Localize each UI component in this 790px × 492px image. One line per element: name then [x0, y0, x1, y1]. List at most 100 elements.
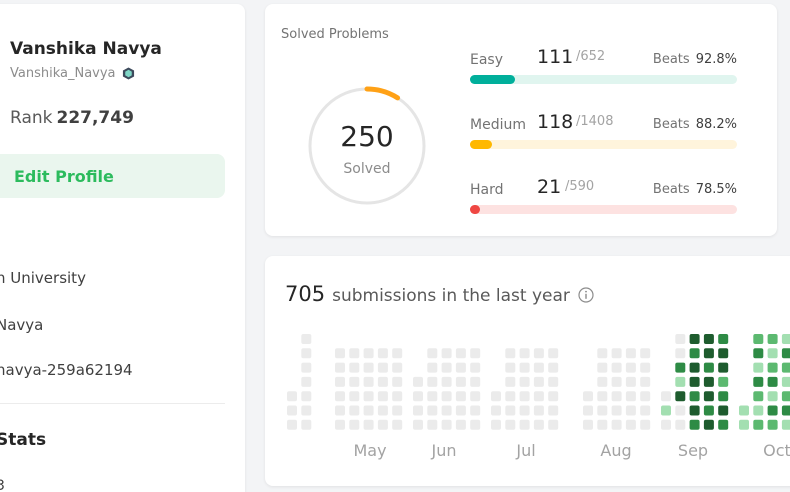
info-linkedin[interactable]: navya-259a62194 — [0, 361, 133, 379]
heatmap-cell[interactable] — [377, 376, 388, 387]
heatmap-cell[interactable] — [675, 405, 686, 416]
heatmap-cell[interactable] — [703, 348, 714, 359]
heatmap-cell[interactable] — [441, 348, 452, 359]
heatmap-cell[interactable] — [287, 391, 297, 402]
heatmap-cell[interactable] — [611, 348, 622, 359]
heatmap-cell[interactable] — [335, 391, 345, 402]
heatmap-cell[interactable] — [703, 419, 714, 430]
heatmap-cell[interactable] — [625, 376, 636, 387]
heatmap-cell[interactable] — [505, 376, 516, 387]
heatmap-cell[interactable] — [767, 362, 778, 373]
heatmap-cell[interactable] — [781, 405, 790, 416]
heatmap-cell[interactable] — [718, 334, 729, 344]
heatmap-cell[interactable] — [661, 419, 671, 430]
heatmap-cell[interactable] — [583, 419, 593, 430]
heatmap-cell[interactable] — [689, 419, 700, 430]
heatmap-cell[interactable] — [640, 348, 651, 359]
heatmap-cell[interactable] — [519, 419, 530, 430]
heatmap-cell[interactable] — [640, 405, 651, 416]
heatmap-cell[interactable] — [455, 376, 466, 387]
heatmap-cell[interactable] — [718, 405, 729, 416]
heatmap-cell[interactable] — [441, 391, 452, 402]
heatmap-cell[interactable] — [335, 376, 345, 387]
heatmap-cell[interactable] — [548, 405, 559, 416]
heatmap-cell[interactable] — [533, 376, 544, 387]
heatmap-cell[interactable] — [301, 391, 312, 402]
heatmap-cell[interactable] — [689, 348, 700, 359]
edit-profile-button[interactable]: Edit Profile — [0, 154, 225, 198]
heatmap-cell[interactable] — [583, 405, 593, 416]
heatmap-cell[interactable] — [625, 362, 636, 373]
heatmap-cell[interactable] — [753, 391, 764, 402]
heatmap-cell[interactable] — [377, 391, 388, 402]
heatmap-cell[interactable] — [470, 362, 481, 373]
heatmap-cell[interactable] — [427, 376, 438, 387]
heatmap-cell[interactable] — [753, 334, 764, 344]
heatmap-cell[interactable] — [335, 348, 345, 359]
heatmap-cell[interactable] — [413, 405, 423, 416]
heatmap-cell[interactable] — [301, 405, 312, 416]
heatmap-cell[interactable] — [392, 405, 403, 416]
heatmap-cell[interactable] — [505, 405, 516, 416]
heatmap-cell[interactable] — [301, 376, 312, 387]
heatmap-cell[interactable] — [739, 419, 749, 430]
heatmap-cell[interactable] — [470, 376, 481, 387]
heatmap-cell[interactable] — [441, 405, 452, 416]
info-icon[interactable] — [578, 287, 594, 303]
heatmap-cell[interactable] — [689, 376, 700, 387]
heatmap-cell[interactable] — [377, 405, 388, 416]
heatmap-cell[interactable] — [625, 419, 636, 430]
heatmap-cell[interactable] — [718, 376, 729, 387]
heatmap-cell[interactable] — [335, 362, 345, 373]
heatmap-cell[interactable] — [625, 405, 636, 416]
heatmap-cell[interactable] — [441, 419, 452, 430]
heatmap-cell[interactable] — [349, 348, 360, 359]
heatmap-cell[interactable] — [533, 419, 544, 430]
heatmap-cell[interactable] — [548, 391, 559, 402]
heatmap-cell[interactable] — [363, 376, 374, 387]
heatmap-cell[interactable] — [689, 334, 700, 344]
heatmap-cell[interactable] — [753, 362, 764, 373]
heatmap-cell[interactable] — [640, 391, 651, 402]
heatmap-cell[interactable] — [675, 391, 686, 402]
heatmap-cell[interactable] — [675, 419, 686, 430]
heatmap-cell[interactable] — [533, 391, 544, 402]
heatmap-cell[interactable] — [781, 391, 790, 402]
heatmap-cell[interactable] — [455, 391, 466, 402]
heatmap-cell[interactable] — [781, 362, 790, 373]
heatmap-cell[interactable] — [583, 391, 593, 402]
heatmap-cell[interactable] — [533, 405, 544, 416]
heatmap-cell[interactable] — [703, 362, 714, 373]
heatmap-cell[interactable] — [675, 362, 686, 373]
heatmap-cell[interactable] — [519, 376, 530, 387]
heatmap-cell[interactable] — [392, 362, 403, 373]
heatmap-cell[interactable] — [597, 348, 608, 359]
heatmap-cell[interactable] — [519, 405, 530, 416]
heatmap-cell[interactable] — [505, 348, 516, 359]
heatmap-cell[interactable] — [548, 376, 559, 387]
heatmap-cell[interactable] — [767, 376, 778, 387]
heatmap-cell[interactable] — [597, 405, 608, 416]
heatmap-cell[interactable] — [349, 362, 360, 373]
heatmap-cell[interactable] — [392, 419, 403, 430]
heatmap-cell[interactable] — [661, 405, 671, 416]
heatmap-cell[interactable] — [753, 376, 764, 387]
heatmap-cell[interactable] — [611, 376, 622, 387]
heatmap-cell[interactable] — [767, 348, 778, 359]
heatmap-cell[interactable] — [392, 376, 403, 387]
heatmap-cell[interactable] — [491, 405, 501, 416]
heatmap-cell[interactable] — [287, 419, 297, 430]
heatmap-cell[interactable] — [781, 334, 790, 344]
heatmap-cell[interactable] — [441, 376, 452, 387]
heatmap-cell[interactable] — [597, 362, 608, 373]
heatmap-cell[interactable] — [661, 391, 671, 402]
heatmap-cell[interactable] — [392, 391, 403, 402]
heatmap-cell[interactable] — [767, 391, 778, 402]
heatmap-cell[interactable] — [689, 405, 700, 416]
heatmap-cell[interactable] — [597, 419, 608, 430]
heatmap-cell[interactable] — [640, 376, 651, 387]
heatmap-cell[interactable] — [533, 362, 544, 373]
heatmap-cell[interactable] — [441, 362, 452, 373]
heatmap-cell[interactable] — [427, 391, 438, 402]
heatmap-cell[interactable] — [519, 348, 530, 359]
